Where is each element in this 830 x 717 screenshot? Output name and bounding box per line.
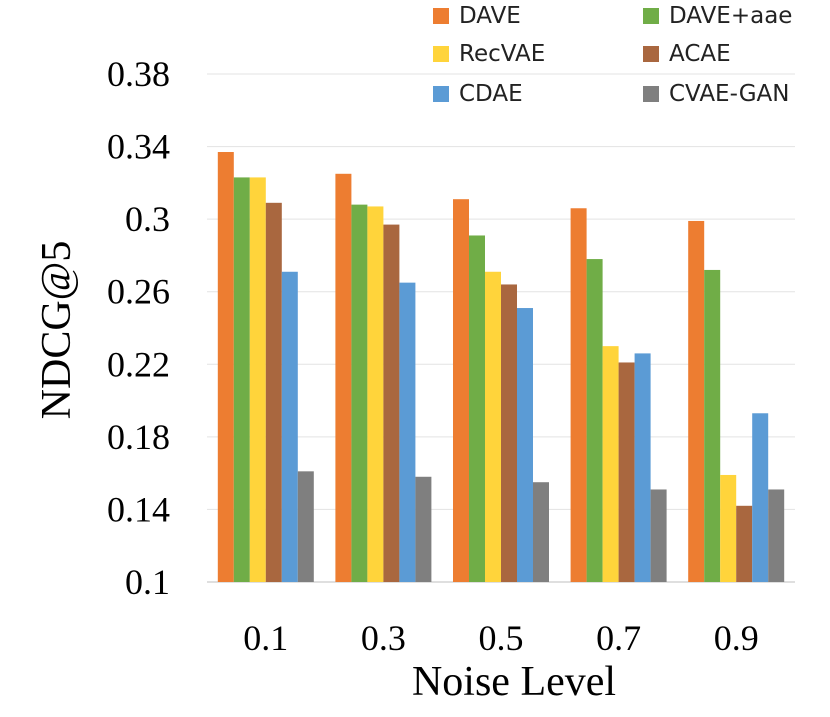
bar-dave-0-9	[688, 220, 705, 582]
bar-cvae-gan-0-3	[415, 476, 432, 582]
y-tick-label: 0.18	[107, 417, 170, 457]
legend-swatch-cdae	[433, 86, 449, 102]
legend-label-acae: ACAE	[669, 41, 731, 67]
legend-swatch-acae	[643, 46, 659, 62]
bar-dave-aae-0-7	[586, 259, 603, 582]
bar-dave-0-5	[453, 199, 469, 582]
bar-recvae-0-1	[249, 177, 266, 582]
legend-swatch-dave	[433, 8, 449, 24]
legend-swatch-cvae-gan	[643, 86, 659, 102]
y-tick-label: 0.1	[125, 562, 170, 602]
legend-label-cdae: CDAE	[459, 81, 523, 107]
bar-cvae-gan-0-1	[297, 471, 314, 582]
bar-dave-aae-0-3	[351, 204, 368, 582]
bar-recvae-0-7	[602, 346, 619, 582]
bar-acae-0-7	[618, 362, 635, 582]
x-tick-label: 0.1	[243, 618, 288, 658]
bar-cvae-gan-0-5	[533, 482, 549, 582]
y-tick-labels: 0.1 0.14 0.18 0.22 0.26 0.3 0.34 0.38	[107, 54, 170, 602]
x-tick-label: 0.5	[479, 618, 524, 658]
bar-dave-aae-0-5	[469, 235, 485, 582]
y-tick-label: 0.14	[107, 489, 170, 529]
x-axis-title: Noise Level	[412, 659, 616, 705]
legend-label-cvae-gan: CVAE-GAN	[669, 81, 790, 107]
legend-swatch-dave-aae	[643, 8, 659, 24]
legend: DAVE DAVE+aae RecVAE ACAE CDAE CVAE-GAN	[433, 3, 792, 107]
y-tick-label: 0.3	[125, 199, 170, 239]
bar-dave-aae-0-9	[704, 269, 721, 582]
x-tick-labels: 0.1 0.3 0.5 0.7 0.9	[243, 618, 758, 658]
legend-swatch-recvae	[433, 46, 449, 62]
legend-label-recvae: RecVAE	[459, 41, 545, 67]
bar-cdae-0-7	[634, 353, 651, 582]
bar-recvae-0-5	[485, 271, 501, 582]
bar-cvae-gan-0-9	[768, 489, 785, 582]
bars	[217, 152, 785, 583]
bar-dave-0-3	[335, 173, 352, 583]
bar-cvae-gan-0-7	[650, 489, 667, 582]
legend-label-dave: DAVE	[459, 3, 521, 29]
x-tick-label: 0.3	[361, 618, 406, 658]
bar-cdae-0-9	[752, 413, 769, 582]
bar-acae-0-9	[736, 505, 753, 582]
bar-recvae-0-3	[367, 206, 384, 582]
bar-acae-0-5	[501, 284, 517, 582]
y-tick-label: 0.22	[107, 344, 170, 384]
bar-acae-0-1	[265, 202, 282, 582]
bar-acae-0-3	[383, 224, 400, 582]
y-axis-title: NDCG@5	[34, 241, 80, 420]
bar-recvae-0-9	[720, 474, 737, 582]
x-tick-label: 0.7	[596, 618, 641, 658]
bar-cdae-0-3	[399, 282, 416, 582]
y-tick-label: 0.26	[107, 272, 170, 312]
legend-label-dave-aae: DAVE+aae	[669, 3, 792, 29]
bar-cdae-0-1	[281, 271, 298, 582]
bar-dave-aae-0-1	[233, 177, 250, 582]
y-tick-label: 0.38	[107, 54, 170, 94]
x-tick-label: 0.9	[714, 618, 759, 658]
bar-cdae-0-5	[517, 308, 533, 582]
bar-dave-0-7	[570, 208, 587, 582]
bar-dave-0-1	[217, 152, 234, 582]
y-tick-label: 0.34	[107, 127, 170, 167]
